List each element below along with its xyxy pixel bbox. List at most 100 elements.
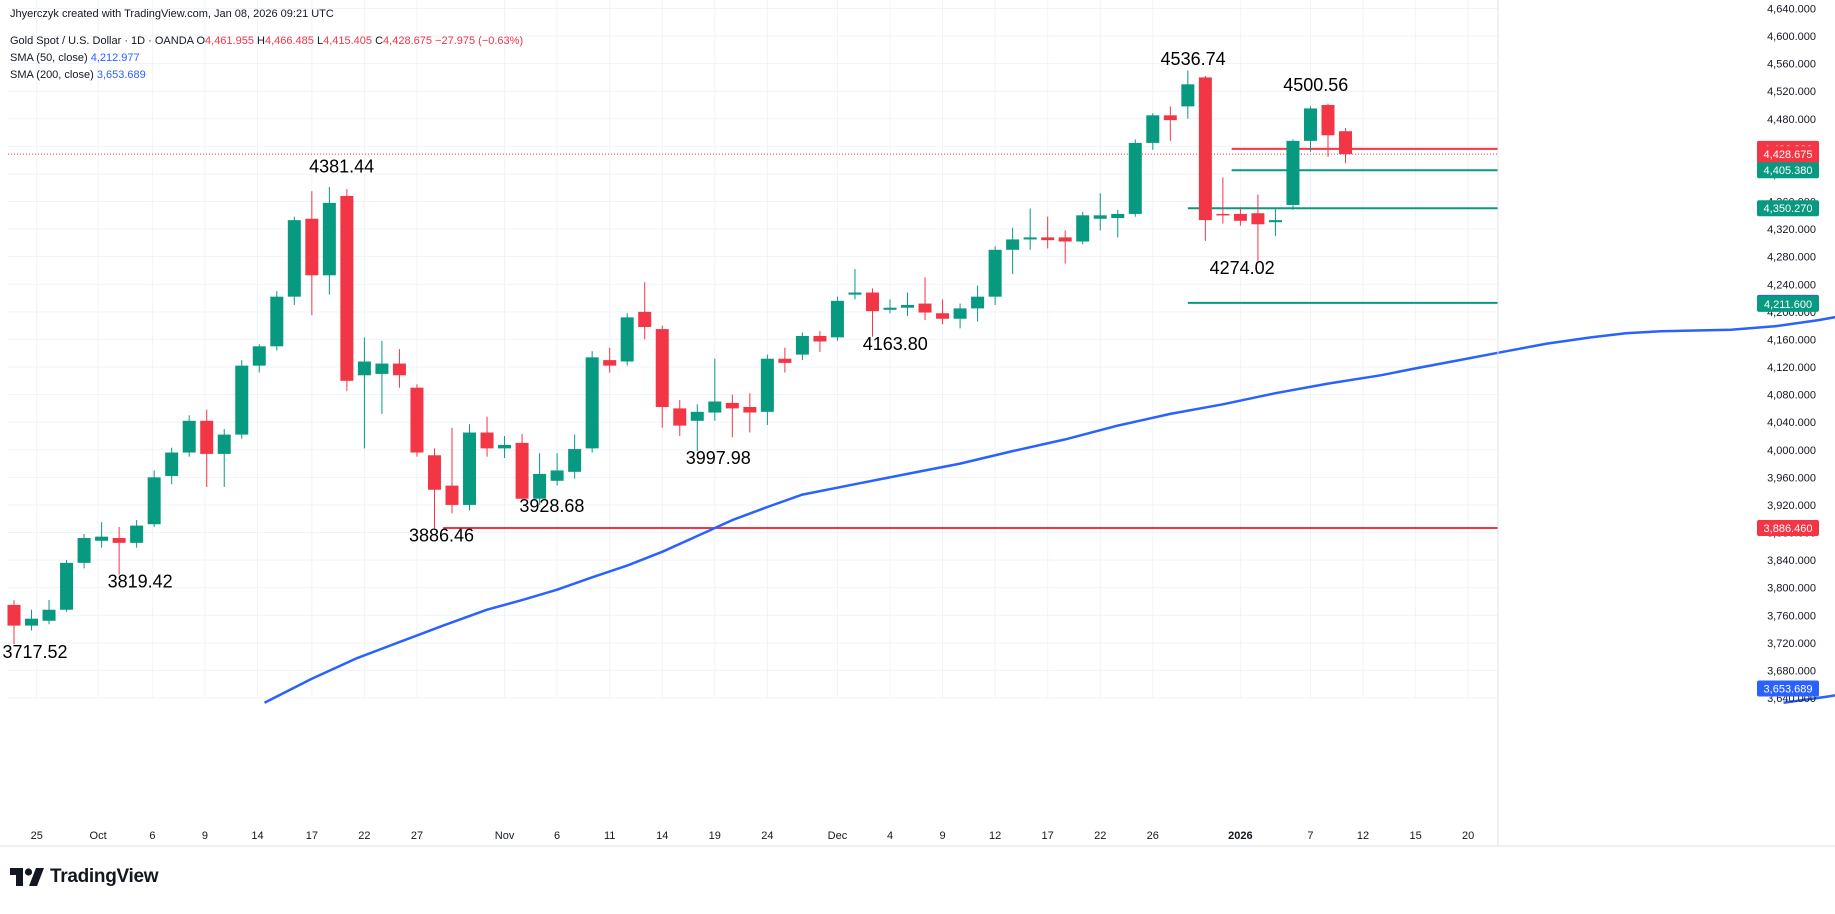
candle-body [726,403,739,409]
price-axis-label: 4,211.600 [1757,296,1819,312]
candle [1111,210,1124,238]
candle-body [1251,213,1264,224]
time-tick-label: 14 [656,830,668,842]
candle-body [1304,108,1317,140]
candle-body [919,304,932,313]
time-tick-label: 22 [358,830,370,842]
time-tick-label: 14 [251,830,263,842]
candle [866,288,879,336]
candle [43,600,56,624]
sma200-legend[interactable]: SMA (200, close) 3,653.689 [10,69,146,81]
candle [586,351,599,452]
candle [708,359,721,421]
candle-body [761,359,774,412]
price-tick-label: 4,560.000 [1767,59,1816,71]
candle [8,600,21,644]
candle [1216,177,1229,223]
candle-body [936,313,949,319]
candle-body [428,455,441,489]
price-annotation: 4274.02 [1210,258,1275,278]
candle [1234,207,1247,226]
candle [551,453,564,485]
candle-body [113,538,126,543]
time-tick-label: 12 [989,830,1001,842]
candle [1199,76,1212,241]
price-axis-label: 4,405.380 [1757,162,1819,178]
horizontal-levels [8,149,1498,528]
candle-body [551,470,564,480]
price-tick-label: 3,760.000 [1767,610,1816,622]
candle [954,304,967,329]
sma50-line [265,308,1835,702]
candle [1146,113,1159,150]
candle-body [848,293,861,295]
price-tick-label: 4,240.000 [1767,279,1816,291]
candle-body [410,388,423,453]
tradingview-logo[interactable]: TradingView [10,866,158,888]
price-label-text: 4,350.270 [1764,203,1813,215]
candle [200,410,213,487]
candle [971,286,984,322]
symbol-legend[interactable]: Gold Spot / U.S. Dollar · 1D · OANDA O4,… [10,35,523,47]
candle-body [778,359,791,363]
price-tick-label: 3,720.000 [1767,638,1816,650]
candle-body [498,445,511,448]
candle-body [165,453,178,476]
time-tick-label: 26 [1147,830,1159,842]
candle [1129,139,1142,216]
candle [270,291,283,350]
time-tick-label: Nov [495,830,515,842]
candle [183,415,196,456]
price-axis-label: 3,886.460 [1757,520,1819,536]
candle [130,520,143,548]
candle-body [1234,214,1247,221]
sma50-label: SMA (50, close) [10,52,88,64]
candle [288,217,301,305]
candle-body [200,421,213,454]
price-annotation: 4381.44 [309,157,374,177]
price-label-text: 4,405.380 [1764,165,1813,177]
candle [1286,139,1299,209]
candle [901,293,914,316]
candle-body [603,360,616,366]
candle [884,299,897,313]
candle [1006,228,1019,274]
candle-body [323,203,336,275]
price-tick-label: 4,480.000 [1767,114,1816,126]
candle [428,448,441,528]
price-tick-label: 3,960.000 [1767,472,1816,484]
candle-body [673,408,686,425]
price-tick-label: 4,520.000 [1767,86,1816,98]
time-tick-label: Dec [828,830,848,842]
candle-body [1129,143,1142,214]
candle-body [1216,214,1229,216]
price-tick-label: 4,080.000 [1767,390,1816,402]
candle-body [1006,239,1019,249]
price-label-text: 3,886.460 [1764,523,1813,535]
candle [235,360,248,439]
candle-body [1024,237,1037,239]
candle-body [1339,131,1352,154]
price-annotation: 3997.98 [686,448,751,468]
price-tick-label: 3,680.000 [1767,665,1816,677]
candle [1041,217,1054,249]
candle-body [743,407,756,413]
candle-body [1094,215,1107,218]
candle-body [1286,141,1299,205]
sma50-legend[interactable]: SMA (50, close) 4,212.977 [10,52,140,64]
candle-body [8,605,21,626]
candle-body [463,433,476,505]
candle-body [340,196,353,381]
time-tick-label: 27 [411,830,423,842]
candle-body [1181,84,1194,106]
candle [568,435,581,479]
price-axis[interactable]: 4,640.0004,600.0004,560.0004,520.0004,48… [1498,0,1816,846]
price-tick-label: 4,000.000 [1767,445,1816,457]
candle-body [235,366,248,435]
candle-body [78,538,91,563]
candle-body [393,364,406,376]
candle-body [971,297,984,309]
candle [603,348,616,373]
